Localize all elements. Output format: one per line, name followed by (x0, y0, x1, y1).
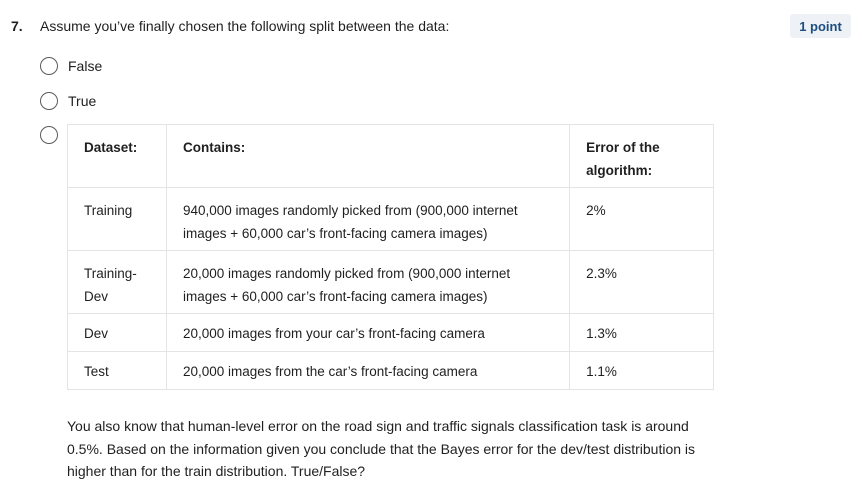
cell-error: 2% (569, 187, 714, 251)
table-row: Dev 20,000 images from your car’s front-… (67, 313, 714, 352)
cell-contains: 20,000 images from your car’s front-faci… (165, 313, 571, 352)
table-row: Test 20,000 images from the car’s front-… (67, 351, 714, 390)
points-badge: 1 point (790, 14, 851, 38)
table-row: Training 940,000 images randomly picked … (67, 187, 714, 251)
radio-button-icon[interactable] (40, 126, 58, 144)
header-dataset: Dataset: (67, 124, 167, 188)
table-header-row: Dataset: Contains: Error of the algorith… (67, 124, 714, 188)
question-number: 7. (11, 18, 23, 34)
cell-dataset: Dev (67, 313, 167, 352)
option-true[interactable]: True (40, 92, 96, 110)
cell-contains: 20,000 images from the car’s front-facin… (165, 351, 571, 390)
radio-button-icon[interactable] (40, 92, 58, 110)
option-false[interactable]: False (40, 57, 102, 75)
cell-dataset: Training (67, 187, 167, 251)
question-prompt: Assume you’ve finally chosen the followi… (40, 18, 450, 34)
question-footer-text: You also know that human-level error on … (67, 418, 696, 479)
cell-error: 1.1% (569, 351, 714, 390)
header-contains: Contains: (165, 124, 571, 188)
cell-contains: 20,000 images randomly picked from (900,… (165, 250, 571, 314)
data-split-table: Dataset: Contains: Error of the algorith… (67, 124, 714, 390)
cell-contains: 940,000 images randomly picked from (900… (165, 187, 571, 251)
radio-button-icon[interactable] (40, 57, 58, 75)
option-label: True (68, 93, 97, 109)
cell-error: 2.3% (569, 250, 714, 314)
option-label: False (68, 58, 103, 74)
cell-dataset: Training-Dev (67, 250, 167, 314)
option-table[interactable] (40, 126, 58, 144)
header-error: Error of the algorithm: (569, 124, 714, 188)
cell-dataset: Test (67, 351, 167, 390)
cell-error: 1.3% (569, 313, 714, 352)
table-row: Training-Dev 20,000 images randomly pick… (67, 250, 714, 314)
